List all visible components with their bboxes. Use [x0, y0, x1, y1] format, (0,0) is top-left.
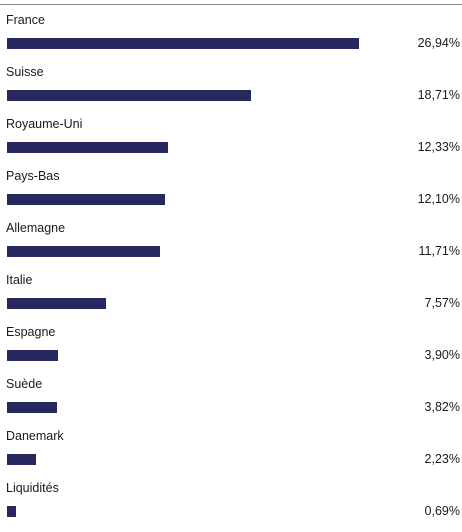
chart-row: Suède 3,82% — [0, 376, 462, 428]
value-label: 3,82% — [424, 400, 460, 414]
bar — [7, 142, 169, 153]
chart-row: Italie 7,57% — [0, 272, 462, 324]
chart-row: France 26,94% — [0, 12, 462, 64]
chart-row: Danemark 2,23% — [0, 428, 462, 480]
value-label: 26,94% — [417, 36, 460, 50]
value-label: 7,57% — [424, 296, 460, 310]
bar — [7, 194, 166, 205]
bar — [7, 350, 58, 361]
value-label: 12,10% — [417, 192, 460, 206]
bar — [7, 402, 57, 413]
bar — [7, 506, 16, 517]
chart-row: Allemagne 11,71% — [0, 220, 462, 272]
value-label: 11,71% — [418, 244, 460, 258]
bar — [7, 38, 359, 49]
category-label: Espagne — [6, 325, 56, 339]
category-label: Royaume-Uni — [6, 117, 83, 131]
bar — [7, 246, 160, 257]
bar — [7, 298, 106, 309]
chart-row: Espagne 3,90% — [0, 324, 462, 376]
category-label: Allemagne — [6, 221, 66, 235]
value-label: 18,71% — [417, 88, 460, 102]
value-label: 3,90% — [424, 348, 460, 362]
category-label: France — [6, 13, 45, 27]
chart-row: Suisse 18,71% — [0, 64, 462, 116]
category-label: Suisse — [6, 65, 44, 79]
country-allocation-chart: France 26,94% Suisse 18,71% Royaume-Uni 12,33… — [0, 12, 462, 518]
value-label: 0,69% — [424, 504, 460, 518]
chart-row: Royaume-Uni 12,33% — [0, 116, 462, 168]
bar — [7, 90, 252, 101]
bar — [7, 454, 37, 465]
category-label: Liquidités — [6, 481, 59, 495]
value-label: 2,23% — [424, 452, 460, 466]
chart-row: Pays-Bas 12,10% — [0, 168, 462, 220]
top-rule — [0, 4, 462, 5]
category-label: Pays-Bas — [6, 169, 60, 183]
category-label: Italie — [6, 273, 33, 287]
chart-row: Liquidités 0,69% — [0, 480, 462, 532]
value-label: 12,33% — [417, 140, 460, 154]
category-label: Suède — [6, 377, 43, 391]
category-label: Danemark — [6, 429, 64, 443]
